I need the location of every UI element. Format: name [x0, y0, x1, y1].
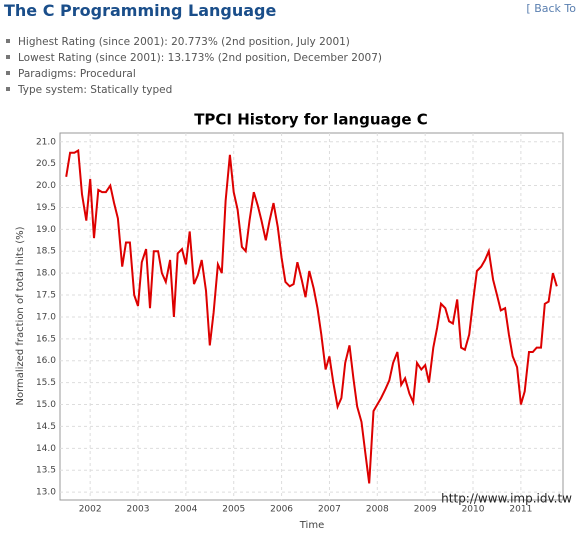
info-item: Paradigms: Procedural [6, 66, 382, 82]
info-item: Lowest Rating (since 2001): 13.173% (2nd… [6, 50, 382, 66]
y-tick-label: 14.0 [36, 444, 56, 454]
y-tick-label: 19.5 [36, 203, 56, 213]
y-tick-label: 14.5 [36, 422, 56, 432]
y-tick-label: 15.0 [36, 400, 56, 410]
x-tick-label: 2011 [509, 505, 532, 515]
y-tick-label: 16.5 [36, 334, 56, 344]
back-link[interactable]: [ Back To [526, 2, 576, 15]
y-tick-label: 16.0 [36, 356, 56, 366]
info-item: Type system: Statically typed [6, 82, 382, 98]
chart-title: TPCI History for language C [194, 111, 428, 129]
x-tick-label: 2006 [270, 505, 293, 515]
info-list: Highest Rating (since 2001): 20.773% (2n… [6, 34, 382, 98]
y-tick-label: 17.5 [36, 291, 56, 301]
y-tick-label: 13.5 [36, 466, 56, 476]
x-tick-label: 2002 [79, 505, 102, 515]
page-title: The C Programming Language [4, 1, 277, 20]
y-tick-label: 13.0 [36, 488, 56, 498]
y-tick-label: 21.0 [36, 137, 56, 147]
x-tick-label: 2007 [318, 505, 341, 515]
y-tick-label: 20.0 [36, 181, 56, 191]
x-tick-label: 2005 [222, 505, 245, 515]
y-tick-label: 17.0 [36, 312, 56, 322]
x-tick-label: 2008 [366, 505, 389, 515]
y-axis-label: Normalized fraction of total hits (%) [15, 226, 26, 405]
x-tick-label: 2003 [127, 505, 150, 515]
watermark: http://www.imp.idv.tw [441, 492, 572, 506]
x-tick-label: 2010 [462, 505, 485, 515]
y-tick-label: 15.5 [36, 378, 56, 388]
plot-area [59, 132, 564, 501]
x-tick-label: 2009 [414, 505, 437, 515]
y-tick-label: 19.0 [36, 225, 56, 235]
data-line [65, 148, 558, 484]
y-tick-label: 20.5 [36, 159, 56, 169]
x-tick-label: 2004 [174, 505, 197, 515]
info-item: Highest Rating (since 2001): 20.773% (2n… [6, 34, 382, 50]
y-tick-label: 18.5 [36, 247, 56, 257]
y-tick-label: 18.0 [36, 269, 56, 279]
x-axis-label: Time [299, 520, 324, 531]
